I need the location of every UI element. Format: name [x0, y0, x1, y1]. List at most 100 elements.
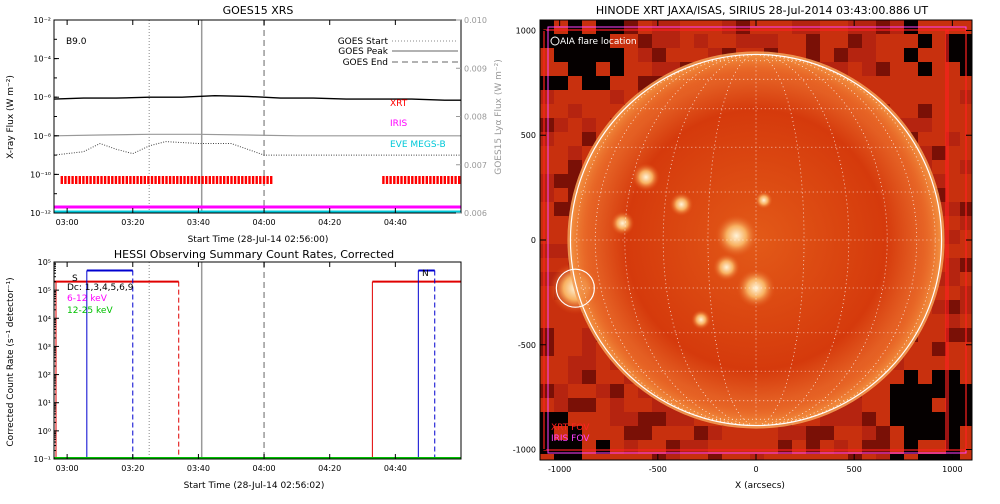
solar-corona-block — [624, 412, 638, 426]
solar-corona-block — [582, 412, 596, 426]
solar-corona-block — [540, 90, 554, 104]
solar-corona-block — [876, 412, 890, 426]
solar-corona-block — [890, 412, 904, 426]
solar-corona-block — [596, 370, 610, 384]
solar-corona-block — [890, 48, 904, 62]
solar-corona-block — [932, 356, 946, 370]
solar-corona-block — [540, 216, 554, 230]
solar-corona-block — [820, 440, 834, 454]
goes-xrt-coverage-mark — [201, 176, 204, 184]
solar-y-tick-label: 500 — [521, 131, 536, 140]
goes-y-tick-label: 10⁻⁸ — [33, 132, 51, 141]
solar-corona-block — [540, 104, 554, 118]
solar-corona-block — [820, 426, 834, 440]
solar-longitude-line — [755, 54, 805, 426]
solar-corona-block — [834, 440, 848, 454]
goes-xrt-coverage-mark — [244, 176, 248, 184]
solar-corona-block — [946, 34, 960, 48]
solar-x-tick-label: 1000 — [942, 465, 962, 474]
goes-y2-tick-label: 0.007 — [464, 161, 487, 170]
goes-x-tick-label: 03:40 — [187, 218, 210, 227]
solar-corona-block — [582, 104, 596, 118]
solar-corona-block — [582, 356, 596, 370]
solar-corona-block — [638, 440, 652, 454]
solar-corona-block — [946, 314, 960, 328]
goes-xrt-coverage-mark — [205, 176, 208, 184]
solar-corona-block — [876, 384, 890, 398]
solar-corona-block — [596, 398, 610, 412]
solar-corona-block — [554, 48, 568, 62]
goes-xrt-coverage-mark — [143, 176, 146, 184]
solar-corona-block — [554, 188, 568, 202]
solar-corona-block — [932, 328, 946, 342]
solar-x-tick-label: 500 — [847, 465, 862, 474]
goes-xrt-coverage-mark — [111, 176, 114, 184]
solar-corona-block — [932, 440, 946, 454]
goes-xrt-coverage-mark — [60, 176, 63, 184]
hessi-y-tick-label: 10⁵ — [38, 258, 51, 267]
solar-corona-block — [568, 314, 582, 328]
solar-corona-block — [932, 342, 946, 356]
solar-y-tick-label: -1000 — [513, 446, 536, 455]
solar-corona-block — [568, 370, 582, 384]
solar-corona-block — [708, 426, 722, 440]
goes-x-tick-label: 04:20 — [318, 218, 341, 227]
goes-xrt-coverage-mark — [190, 176, 193, 184]
goes-xrt-coverage-mark — [129, 176, 132, 184]
solar-corona-block — [946, 104, 960, 118]
solar-longitude-line — [662, 54, 757, 426]
hessi-y-tick-label: 10² — [38, 371, 51, 380]
solar-corona-block — [806, 34, 820, 48]
solar-corona-block — [750, 34, 764, 48]
solar-corona-block — [540, 34, 554, 48]
solar-corona-block — [568, 356, 582, 370]
solar-corona-block — [568, 62, 582, 76]
solar-corona-block — [890, 384, 904, 398]
solar-corona-block — [820, 48, 834, 62]
goes-xrt-coverage-mark — [230, 176, 233, 184]
solar-corona-block — [722, 34, 736, 48]
solar-corona-block — [946, 356, 960, 370]
solar-corona-block — [568, 104, 582, 118]
solar-corona-block — [610, 90, 624, 104]
solar-corona-block — [932, 76, 946, 90]
solar-corona-block — [568, 132, 582, 146]
solar-title: HINODE XRT JAXA/ISAS, SIRIUS 28-Jul-2014… — [596, 4, 929, 17]
goes-xrt-coverage-mark — [125, 176, 128, 184]
solar-corona-block — [568, 48, 582, 62]
goes-xrt-coverage-mark — [389, 176, 392, 184]
hessi-x-tick-label: 04:20 — [318, 464, 341, 473]
goes-lya-series — [54, 141, 461, 156]
solar-corona-block — [890, 426, 904, 440]
solar-corona-block — [946, 132, 960, 146]
solar-corona-block — [876, 48, 890, 62]
solar-corona-block — [904, 76, 918, 90]
hessi-y-tick-label: 10³ — [38, 342, 51, 351]
solar-corona-block — [554, 398, 568, 412]
goes-xrt-coverage-mark — [421, 176, 425, 184]
solar-corona-block — [596, 426, 610, 440]
solar-corona-block — [582, 132, 596, 146]
solar-corona-block — [596, 104, 610, 118]
solar-corona-block — [820, 454, 834, 460]
solar-corona-block — [792, 34, 806, 48]
solar-corona-block — [806, 440, 820, 454]
goes-xrt-coverage-mark — [140, 176, 143, 184]
solar-corona-block — [554, 314, 568, 328]
goes-xrt-coverage-mark — [237, 176, 240, 184]
solar-corona-block — [694, 454, 708, 460]
solar-corona-block — [848, 440, 862, 454]
hessi-legend-6-12: 6-12 keV — [67, 294, 108, 304]
solar-corona-block — [624, 62, 638, 76]
solar-corona-block — [862, 426, 876, 440]
solar-corona-block — [610, 62, 624, 76]
solar-corona-block — [582, 370, 596, 384]
solar-x-tick-label: -1000 — [548, 465, 571, 474]
solar-corona-block — [932, 132, 946, 146]
solar-corona-block — [918, 118, 932, 132]
solar-corona-block — [946, 454, 960, 460]
solar-corona-block — [694, 426, 708, 440]
solar-corona-block — [890, 62, 904, 76]
goes-x-tick-label: 03:20 — [121, 218, 144, 227]
goes-xrt-coverage-mark — [458, 176, 461, 184]
